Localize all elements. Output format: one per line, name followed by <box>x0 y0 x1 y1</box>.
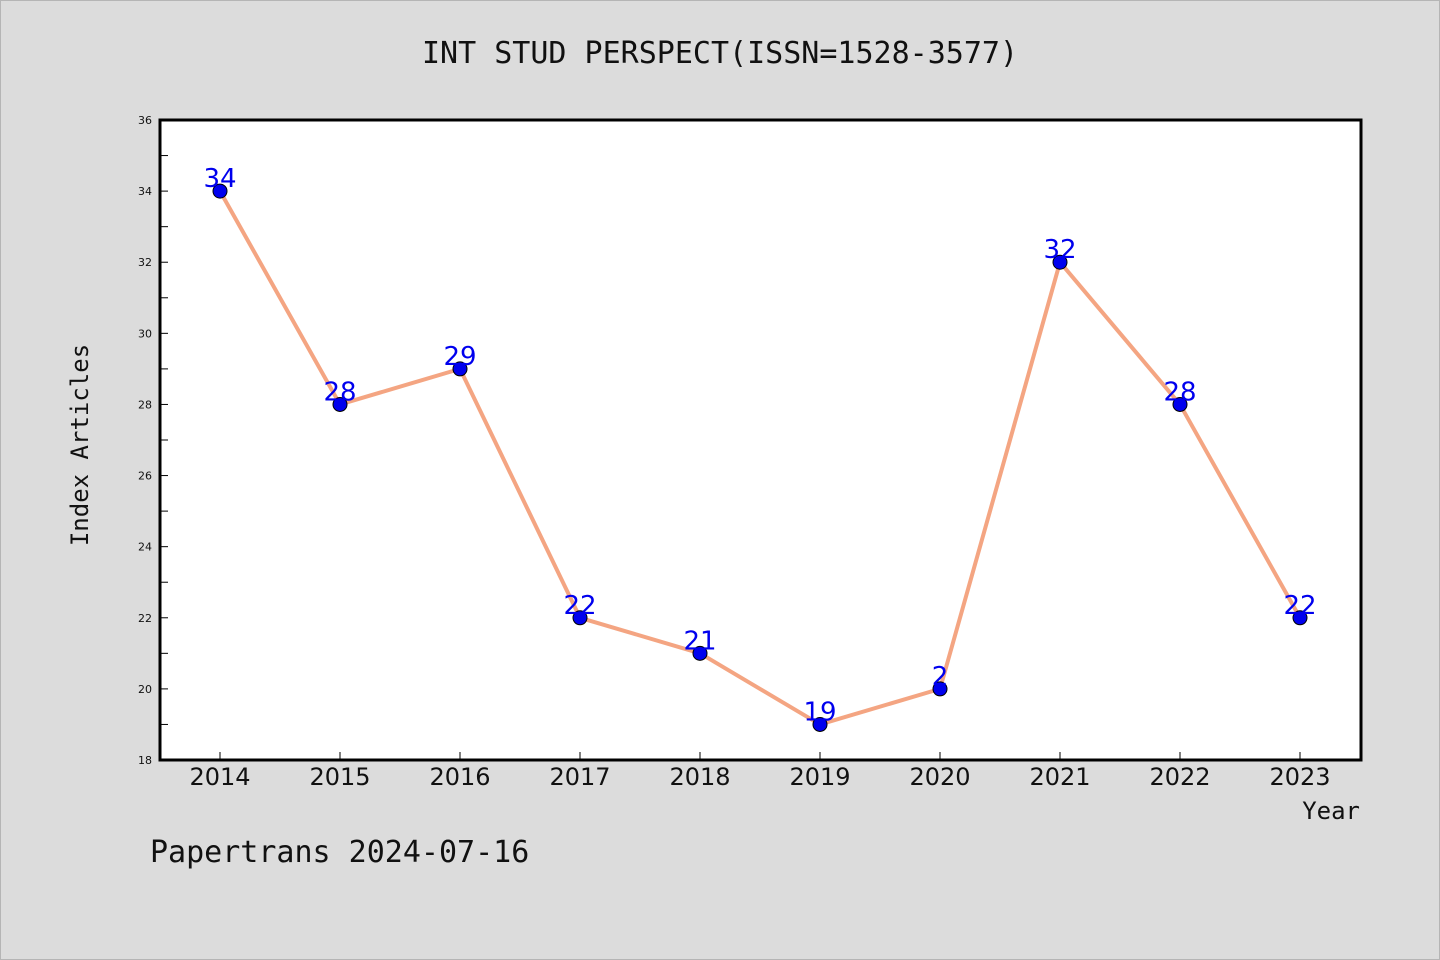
y-tick-label: 34 <box>138 185 152 198</box>
data-point <box>1052 254 1068 270</box>
data-label: 22 <box>1283 591 1316 621</box>
x-tick-label: 2014 <box>189 763 250 791</box>
y-tick-label: 28 <box>138 398 152 411</box>
chart-title: INT STUD PERSPECT(ISSN=1528-3577) <box>421 36 1019 71</box>
data-label: 22 <box>563 591 596 621</box>
data-label: 32 <box>1043 235 1076 265</box>
data-label: 21 <box>683 626 716 656</box>
y-tick-label: 30 <box>138 327 152 340</box>
y-tick-label: 36 <box>138 114 152 127</box>
x-axis-label: Year <box>1302 797 1360 825</box>
data-point <box>1292 610 1308 626</box>
data-point <box>212 183 228 199</box>
plot-area <box>158 118 1363 762</box>
series-line <box>218 190 1302 727</box>
x-tick-label: 2023 <box>1269 763 1330 791</box>
data-label: 2 <box>932 662 949 692</box>
data-point <box>812 716 828 732</box>
x-tick-label: 2017 <box>549 763 610 791</box>
y-tick-label: 32 <box>138 256 152 269</box>
x-tick-label: 2022 <box>1149 763 1210 791</box>
data-point <box>932 681 948 697</box>
x-tick-label: 2015 <box>309 763 370 791</box>
data-label: 34 <box>203 164 236 194</box>
x-tick-label: 2016 <box>429 763 490 791</box>
y-tick-label: 18 <box>138 754 152 767</box>
data-label: 29 <box>443 342 476 372</box>
data-point <box>452 361 468 377</box>
footer-text: Papertrans 2024-07-16 <box>150 835 530 870</box>
data-point <box>692 645 708 661</box>
y-tick-label: 26 <box>138 470 152 483</box>
y-tick-label: 20 <box>138 683 152 696</box>
x-tick-label: 2018 <box>669 763 730 791</box>
x-tick-label: 2020 <box>909 763 970 791</box>
x-tick-label: 2019 <box>789 763 850 791</box>
data-label: 28 <box>323 377 356 407</box>
data-point <box>572 610 588 626</box>
data-point <box>1172 396 1188 412</box>
y-tick-label: 22 <box>138 612 152 625</box>
x-tick-label: 2021 <box>1029 763 1090 791</box>
data-label: 19 <box>803 697 836 727</box>
data-point <box>332 396 348 412</box>
y-tick-label: 24 <box>138 541 152 554</box>
data-label: 28 <box>1163 377 1196 407</box>
